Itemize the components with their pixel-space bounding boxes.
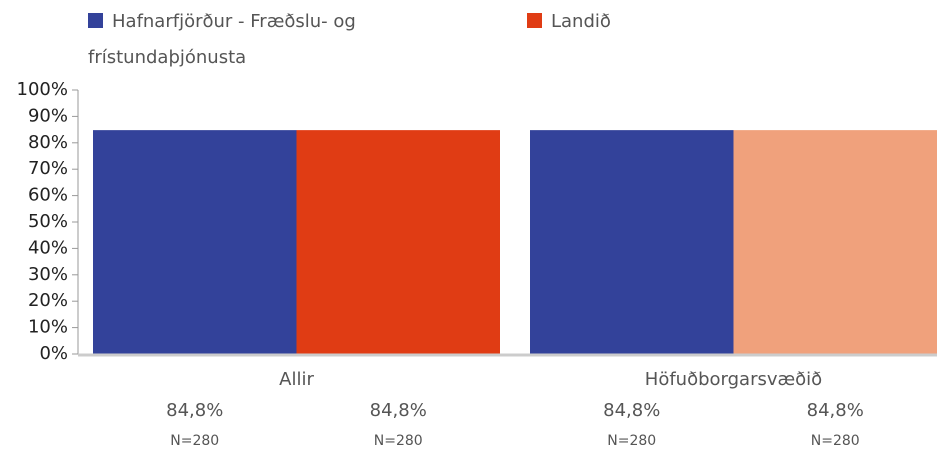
value-label: 84,8%: [166, 400, 223, 421]
value-label: 84,8%: [807, 400, 864, 421]
y-tick-label: 90%: [28, 105, 68, 126]
value-label: 84,8%: [370, 400, 427, 421]
legend-item: Hafnarfjörður - Fræðslu- og frístundaþjó…: [88, 4, 433, 76]
legend-item: Landið: [527, 4, 827, 40]
n-label: N=280: [374, 433, 423, 449]
y-tick-label: 50%: [28, 211, 68, 232]
y-tick-label: 20%: [28, 290, 68, 311]
y-tick-label: 10%: [28, 317, 68, 338]
bar: [296, 130, 500, 354]
bar: [733, 130, 937, 354]
y-tick-label: 40%: [28, 237, 68, 258]
legend-label: Hafnarfjörður - Fræðslu- og frístundaþjó…: [88, 11, 356, 68]
n-label: N=280: [811, 433, 860, 449]
bar: [530, 130, 734, 354]
value-label: 84,8%: [603, 400, 660, 421]
bar: [93, 130, 297, 354]
y-tick-label: 30%: [28, 264, 68, 285]
legend-label: Landið: [551, 11, 611, 32]
legend-swatch: [88, 13, 103, 28]
y-tick-label: 60%: [28, 185, 68, 206]
n-label: N=280: [170, 433, 219, 449]
legend-swatch: [527, 13, 542, 28]
y-tick-label: 70%: [28, 158, 68, 179]
y-tick-label: 0%: [39, 343, 68, 364]
x-tick-label: Allir: [279, 369, 314, 390]
y-tick-label: 100%: [17, 79, 68, 100]
n-label: N=280: [607, 433, 656, 449]
y-tick-label: 80%: [28, 132, 68, 153]
x-tick-label: Höfuðborgarsvæðið: [645, 369, 822, 390]
